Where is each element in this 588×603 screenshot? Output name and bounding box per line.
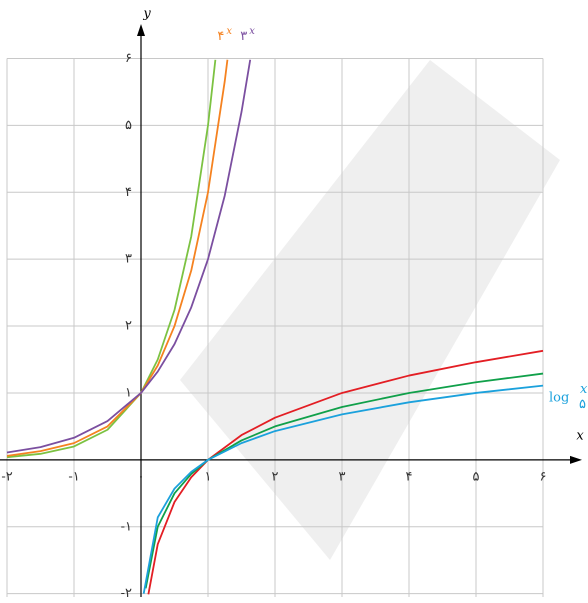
curve [6, 59, 217, 459]
curve [6, 59, 252, 454]
label-base: ۴ [217, 28, 224, 43]
x-tick-label: ۱ [205, 469, 212, 484]
label-base: log [549, 390, 569, 405]
y-tick-label: -۱ [121, 519, 132, 534]
y-tick-label: ۱ [125, 385, 132, 400]
x-tick-label: ۶ [540, 469, 547, 484]
x-tick-label: ۳ [339, 469, 346, 484]
x-tick-label: -۱ [68, 469, 79, 484]
y-arrow [137, 24, 145, 36]
curve-label: log [549, 390, 569, 405]
x-arrow [570, 455, 582, 464]
y-tick-label: ۶ [125, 51, 132, 66]
curve [144, 372, 544, 589]
curve [147, 349, 544, 595]
y-tick-label: ۲ [125, 319, 132, 334]
label-exponent: x [249, 25, 255, 36]
label-subscript: ۵ [579, 397, 586, 412]
curve [142, 384, 544, 594]
label-exponent: x [580, 382, 588, 397]
label-exponent: x [226, 25, 232, 36]
y-tick-label: ۵ [125, 118, 132, 133]
y-tick-label: ۳ [125, 252, 132, 267]
x-tick-label: ۲ [272, 469, 279, 484]
x-tick-label: ۴ [406, 469, 413, 484]
x-axis-label: x [576, 429, 584, 444]
x-tick-label: -۲ [1, 469, 12, 484]
y-tick-label: -۲ [121, 586, 132, 599]
label-base: ۳ [240, 28, 247, 43]
y-axis-label: y [142, 7, 151, 22]
y-tick-label: ۴ [125, 185, 132, 200]
x-tick-label: ۵ [473, 469, 480, 484]
curve [6, 59, 229, 457]
